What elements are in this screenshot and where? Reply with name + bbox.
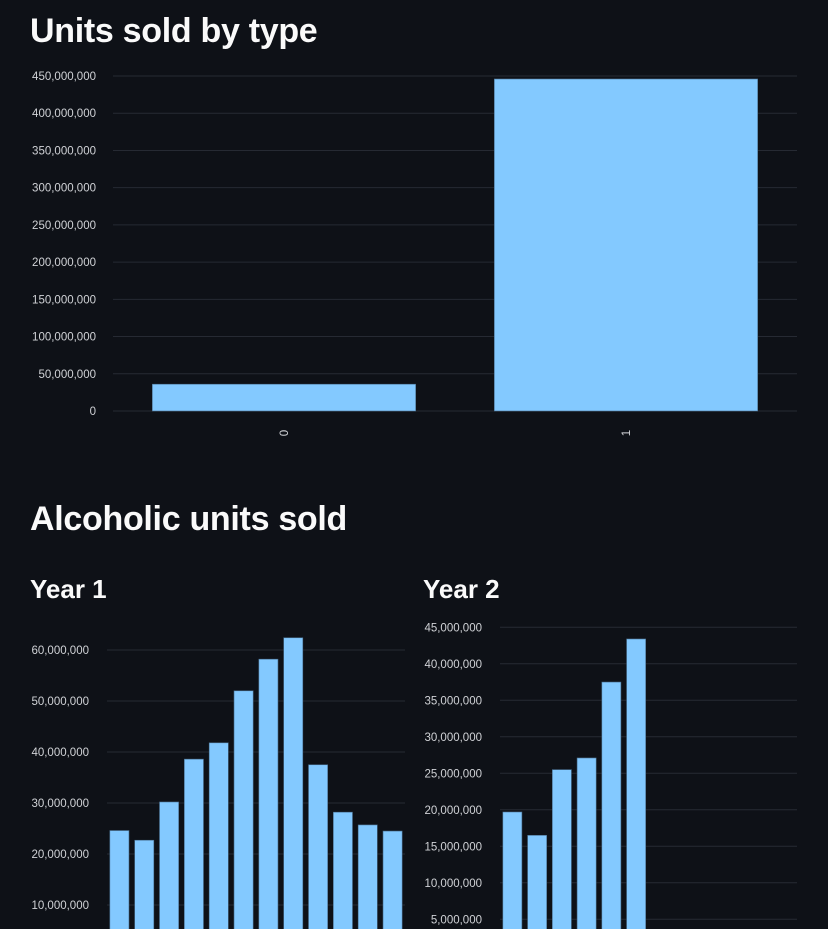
y-tick-label: 5,000,000	[431, 914, 482, 926]
bar	[159, 801, 179, 929]
y-tick-label: 200,000,000	[32, 257, 96, 269]
y-tick-label: 300,000,000	[32, 183, 96, 195]
bar	[152, 383, 416, 412]
bar	[258, 658, 279, 929]
bar	[134, 839, 155, 929]
bar	[527, 835, 547, 929]
bar	[109, 830, 130, 929]
y-tick-label: 350,000,000	[32, 145, 96, 157]
y-tick-label: 45,000,000	[424, 622, 482, 634]
bar	[502, 811, 523, 929]
bar	[308, 764, 328, 929]
y-tick-label: 100,000,000	[32, 332, 96, 344]
page-title: Units sold by type	[30, 12, 318, 50]
y-tick-label: 0	[90, 406, 96, 418]
y-tick-label: 150,000,000	[32, 294, 96, 306]
bar	[626, 638, 646, 929]
y-tick-label: 30,000,000	[31, 798, 89, 810]
bar	[208, 742, 229, 929]
bar	[233, 690, 254, 929]
y-tick-label: 25,000,000	[424, 768, 482, 780]
bar	[333, 811, 353, 929]
bar	[494, 78, 758, 412]
bar	[184, 758, 204, 929]
y-tick-label: 50,000,000	[31, 696, 89, 708]
y-tick-label: 450,000,000	[32, 71, 96, 83]
year1-title: Year 1	[30, 574, 107, 604]
y-tick-label: 50,000,000	[38, 369, 96, 381]
y-tick-label: 40,000,000	[424, 659, 482, 671]
bar	[576, 757, 597, 929]
y-tick-label: 35,000,000	[424, 695, 482, 707]
bar	[601, 681, 622, 929]
y-tick-label: 400,000,000	[32, 108, 96, 120]
y-tick-label: 15,000,000	[424, 841, 482, 853]
y-tick-label: 10,000,000	[424, 878, 482, 890]
y-tick-label: 20,000,000	[31, 849, 89, 861]
year2-title: Year 2	[423, 574, 500, 604]
y-tick-label: 250,000,000	[32, 220, 96, 232]
bar	[552, 769, 572, 929]
bar	[357, 824, 378, 929]
bar	[283, 637, 304, 929]
x-tick-label: 1	[621, 430, 633, 436]
y-tick-label: 20,000,000	[424, 805, 482, 817]
y-tick-label: 10,000,000	[31, 900, 89, 912]
y-tick-label: 30,000,000	[424, 732, 482, 744]
y-tick-label: 60,000,000	[31, 645, 89, 657]
y-tick-label: 40,000,000	[31, 747, 89, 759]
bar	[382, 830, 403, 929]
x-tick-label: 0	[279, 430, 291, 436]
section-title-alcoholic: Alcoholic units sold	[30, 500, 348, 538]
